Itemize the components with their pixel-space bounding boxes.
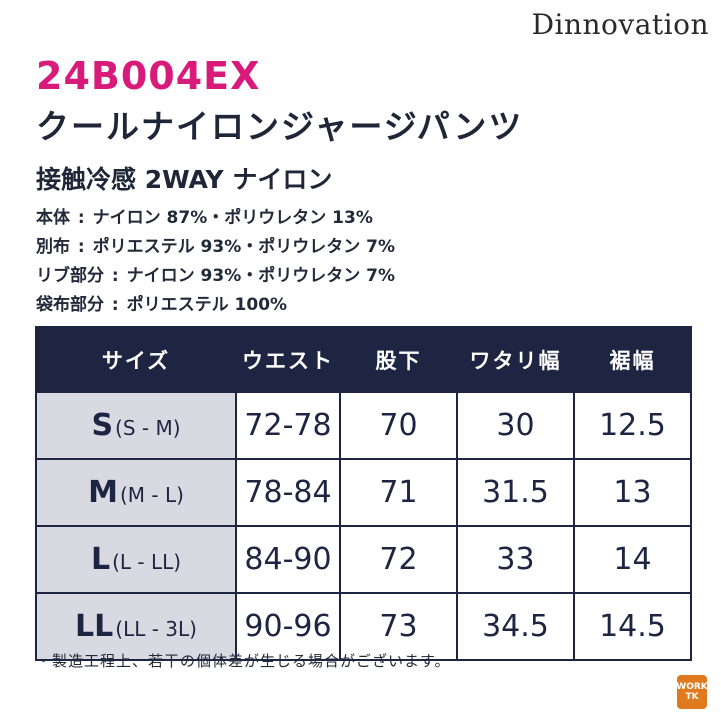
size-cell: S (S - M) [35, 391, 237, 460]
material-line: 本体 : ナイロン 87%・ポリウレタン 13% [36, 208, 373, 228]
material-line: リブ部分 : ナイロン 93%・ポリウレタン 7% [36, 266, 396, 286]
size-table: サイズ ウエスト 股下 ワタリ幅 裾幅 S (S - M) 72-78 70 30… [35, 326, 692, 661]
work-tk-logo: WORK TK [676, 675, 708, 709]
hem-cell: 14 [573, 525, 692, 594]
waist-cell: 78-84 [235, 458, 341, 527]
hem-cell: 14.5 [573, 592, 692, 661]
waist-cell: 90-96 [235, 592, 341, 661]
material-line: 別布 : ポリエステル 93%・ポリウレタン 7% [36, 237, 396, 257]
material-line: 袋布部分 : ポリエステル 100% [36, 295, 288, 315]
size-cell: LL (LL - 3L) [35, 592, 237, 661]
hem-cell: 13 [573, 458, 692, 527]
thigh-cell: 34.5 [456, 592, 575, 661]
waist-cell: 84-90 [235, 525, 341, 594]
inseam-cell: 70 [339, 391, 458, 460]
thigh-cell: 31.5 [456, 458, 575, 527]
table-row: LL (LL - 3L) 90-96 73 34.5 14.5 [35, 592, 692, 661]
product-code: 24B004EX [36, 54, 261, 98]
inseam-cell: 73 [339, 592, 458, 661]
size-cell: M (M - L) [35, 458, 237, 527]
header-hem: 裾幅 [573, 326, 692, 393]
inseam-cell: 72 [339, 525, 458, 594]
materials-list: 本体 : ナイロン 87%・ポリウレタン 13% 別布 : ポリエステル 93%… [36, 204, 395, 320]
brand-name: Dinnovation [531, 8, 709, 41]
thigh-cell: 33 [456, 525, 575, 594]
table-header-row: サイズ ウエスト 股下 ワタリ幅 裾幅 [35, 326, 692, 393]
header-waist: ウエスト [235, 326, 341, 393]
product-feature: 接触冷感 2WAY ナイロン [36, 165, 333, 194]
table-row: S (S - M) 72-78 70 30 12.5 [35, 391, 692, 460]
hem-cell: 12.5 [573, 391, 692, 460]
product-name: クールナイロンジャージパンツ [36, 107, 524, 146]
waist-cell: 72-78 [235, 391, 341, 460]
disclaimer-note: ・製造工程上、若干の個体差が生じる場合がございます。 [36, 652, 451, 670]
table-row: L (L - LL) 84-90 72 33 14 [35, 525, 692, 594]
thigh-cell: 30 [456, 391, 575, 460]
header-size: サイズ [35, 326, 237, 393]
header-inseam: 股下 [339, 326, 458, 393]
inseam-cell: 71 [339, 458, 458, 527]
header-thigh: ワタリ幅 [456, 326, 575, 393]
size-cell: L (L - LL) [35, 525, 237, 594]
table-row: M (M - L) 78-84 71 31.5 13 [35, 458, 692, 527]
